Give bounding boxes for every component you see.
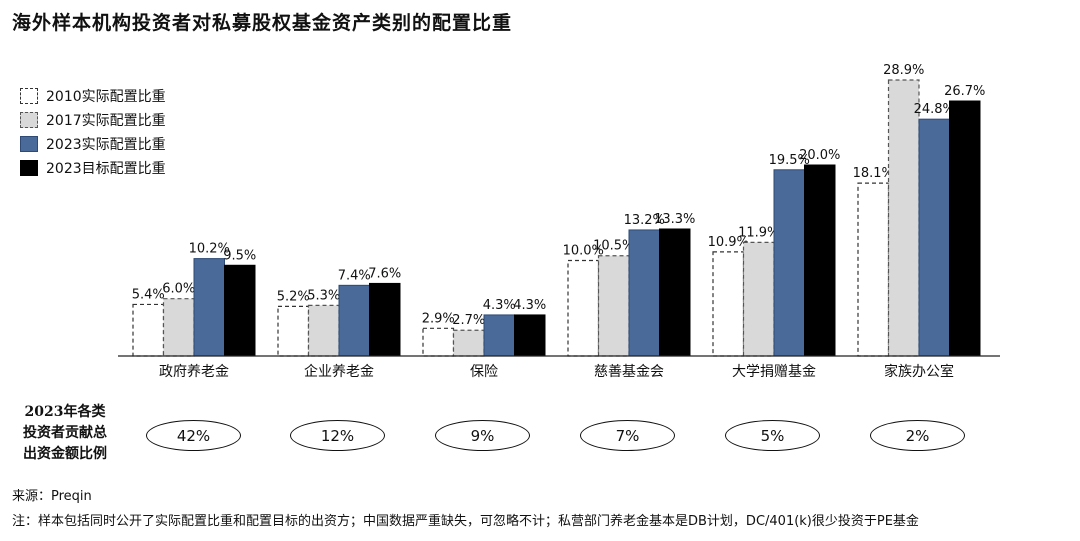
data-label-3-3: 13.3% [654,212,695,227]
data-label-2-1: 2.7% [452,313,485,328]
data-label-4-1: 11.9% [738,225,779,240]
bar-4-0 [712,251,745,357]
contribution-oval-government-pension: 42% [146,420,241,451]
contribution-label-line-1: 2023年各类 [24,404,106,420]
data-label-1-3: 7.6% [368,266,401,281]
legend-swatch-2023-actual [20,136,38,152]
bar-0-2 [193,258,225,357]
data-label-4-3: 20.0% [799,148,840,163]
legend-label-2023-target: 2023目标配置比重 [46,161,166,177]
data-label-1-1: 5.3% [307,288,340,303]
source-text: 来源：Preqin [12,489,92,504]
legend: 2010实际配置比重 2017实际配置比重 2023实际配置比重 2023目标配… [20,84,166,180]
bar-3-1 [597,255,630,357]
bar-5-0 [857,182,890,357]
contribution-oval-family-office: 2% [870,420,965,451]
data-label-5-3: 26.7% [944,84,985,99]
bar-2-3 [514,314,546,357]
category-label-1: 企业养老金 [304,363,374,380]
data-label-0-0: 5.4% [132,287,165,302]
bar-1-1 [307,304,340,357]
data-label-1-0: 5.2% [277,289,310,304]
data-label-0-1: 6.0% [162,282,195,297]
data-label-5-1: 28.9% [883,63,924,78]
bar-3-2 [628,229,660,357]
contribution-label-line-3: 出资金额比例 [23,446,107,462]
contribution-oval-endowment: 5% [725,420,820,451]
data-label-2-0: 2.9% [422,311,455,326]
bar-5-2 [918,118,950,357]
contribution-label-line-2: 投资者贡献总 [23,425,107,441]
contribution-oval-insurance: 9% [435,420,530,451]
legend-item-2010-actual: 2010实际配置比重 [20,84,166,108]
bar-0-3 [224,264,256,357]
data-label-4-0: 10.9% [708,235,749,250]
bar-1-3 [369,282,401,357]
legend-item-2023-actual: 2023实际配置比重 [20,132,166,156]
bar-2-1 [452,329,485,357]
data-label-5-0: 18.1% [853,166,894,181]
legend-label-2023-actual: 2023实际配置比重 [46,137,166,153]
category-label-4: 大学捐赠基金 [732,363,816,380]
data-label-3-1: 10.5% [593,239,634,254]
legend-swatch-2023-target [20,160,38,176]
legend-swatch-2017 [20,112,38,128]
bar-0-0 [132,303,165,357]
bar-1-2 [338,284,370,357]
legend-swatch-2010 [20,88,38,104]
category-label-3: 慈善基金会 [594,363,664,380]
data-label-0-3: 9.5% [223,248,256,263]
data-label-3-2: 13.2% [624,213,665,228]
contribution-row-label: 2023年各类 投资者贡献总 出资金额比例 [12,402,118,465]
category-label-0: 政府养老金 [159,364,229,380]
data-label-4-2: 19.5% [769,153,810,168]
bar-chart: 5.4%6.0% 10.2%9.5% 政府养老金 5.2%5.3% 7.4%7.6% 企业… [118,63,1000,380]
bar-3-3 [659,228,691,357]
data-label-5-2: 24.8% [914,102,955,117]
legend-label-2010: 2010实际配置比重 [46,89,166,105]
bar-5-1 [887,79,920,357]
legend-item-2023-target: 2023目标配置比重 [20,156,166,180]
legend-item-2017-actual: 2017实际配置比重 [20,108,166,132]
bar-4-2 [773,169,805,357]
data-label-2-2: 4.3% [483,298,516,313]
legend-label-2017: 2017实际配置比重 [46,113,166,129]
contribution-oval-foundation: 7% [580,420,675,451]
bar-5-3 [949,100,981,357]
bar-3-0 [567,259,600,357]
bar-2-2 [483,314,515,357]
bar-1-0 [277,305,310,357]
data-label-1-2: 7.4% [338,268,371,283]
footnote-text: 注：样本包括同时公开了实际配置比重和配置目标的出资方；中国数据严重缺失，可忽略不… [12,514,919,529]
bar-4-3 [804,164,836,357]
data-label-2-3: 4.3% [513,298,546,313]
category-label-2: 保险 [470,364,498,380]
contribution-oval-corporate-pension: 12% [290,420,385,451]
data-label-3-0: 10.0% [563,244,604,259]
category-label-5: 家族办公室 [884,363,954,380]
bar-0-1 [162,298,195,357]
data-label-0-2: 10.2% [189,242,230,257]
chart-title: 海外样本机构投资者对私募股权基金资产类别的配置比重 [12,12,513,34]
bar-4-1 [742,241,775,357]
bar-2-0 [422,327,455,357]
